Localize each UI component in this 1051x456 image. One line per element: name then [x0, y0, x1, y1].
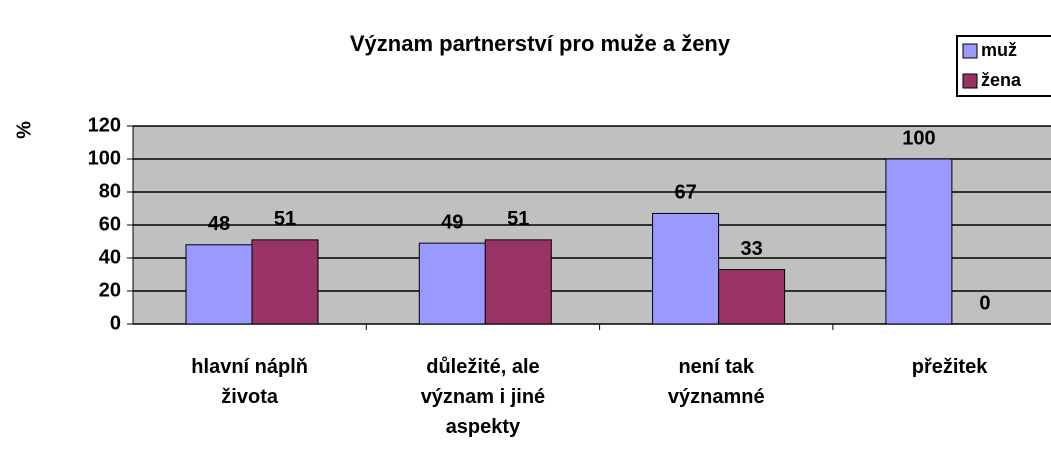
- value-label: 100: [902, 127, 935, 149]
- value-label: 51: [274, 208, 296, 230]
- legend-swatch: [962, 43, 978, 59]
- legend-label: muž: [981, 40, 1017, 60]
- y-tick-label: 20: [99, 279, 121, 301]
- bar: [251, 239, 319, 325]
- chart-title: Význam partnerství pro muže a ženy: [350, 31, 731, 56]
- bar: [652, 212, 720, 325]
- bar: [484, 239, 552, 325]
- value-label: 0: [979, 292, 990, 314]
- y-tick-label: 120: [88, 114, 121, 136]
- value-label: 51: [507, 208, 529, 230]
- bar: [418, 242, 486, 325]
- bar: [885, 158, 953, 325]
- x-tick-label: není tak významné: [667, 356, 765, 408]
- y-tick-label: 100: [88, 147, 121, 169]
- value-label: 49: [441, 211, 463, 233]
- x-tick-label: hlavní náplň života: [191, 356, 308, 408]
- legend-swatch: [962, 73, 978, 89]
- bar: [718, 269, 786, 325]
- legend-label: žena: [981, 70, 1022, 90]
- y-tick-label: 0: [110, 312, 121, 334]
- x-tick-label: přežitek: [911, 356, 988, 378]
- bar: [185, 244, 253, 325]
- y-tick-label: 60: [99, 213, 121, 235]
- value-label: 67: [674, 182, 696, 204]
- y-tick-label: 40: [99, 246, 121, 268]
- value-label: 48: [208, 213, 230, 235]
- x-tick-label: důležité, ale význam i jiné aspekty: [420, 356, 546, 438]
- y-tick-label: 80: [99, 180, 121, 202]
- y-axis-label: %: [13, 121, 35, 139]
- value-label: 33: [740, 238, 762, 260]
